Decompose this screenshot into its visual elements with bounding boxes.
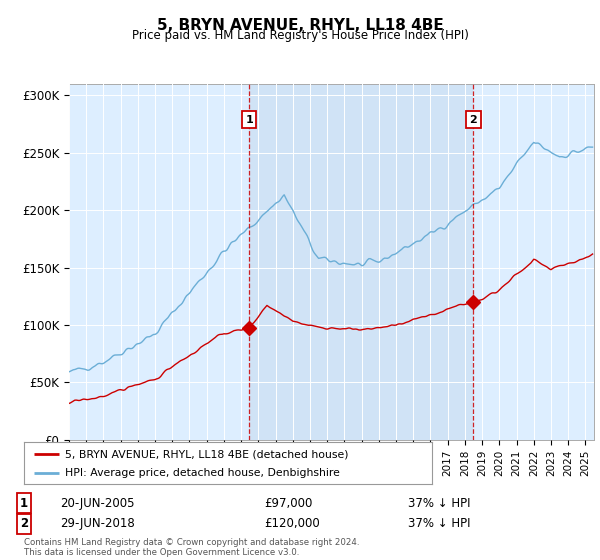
Text: 1: 1 bbox=[20, 497, 28, 510]
Text: £120,000: £120,000 bbox=[264, 517, 320, 530]
Text: Price paid vs. HM Land Registry's House Price Index (HPI): Price paid vs. HM Land Registry's House … bbox=[131, 29, 469, 42]
Text: 5, BRYN AVENUE, RHYL, LL18 4BE (detached house): 5, BRYN AVENUE, RHYL, LL18 4BE (detached… bbox=[65, 449, 348, 459]
Text: Contains HM Land Registry data © Crown copyright and database right 2024.
This d: Contains HM Land Registry data © Crown c… bbox=[24, 538, 359, 557]
Text: 2: 2 bbox=[469, 115, 477, 124]
Text: 2: 2 bbox=[20, 517, 28, 530]
Bar bbox=[249, 84, 473, 440]
Text: 37% ↓ HPI: 37% ↓ HPI bbox=[408, 517, 470, 530]
Text: 29-JUN-2018: 29-JUN-2018 bbox=[60, 517, 135, 530]
Text: 5, BRYN AVENUE, RHYL, LL18 4BE: 5, BRYN AVENUE, RHYL, LL18 4BE bbox=[157, 18, 443, 33]
Text: 20-JUN-2005: 20-JUN-2005 bbox=[60, 497, 134, 510]
Text: 1: 1 bbox=[245, 115, 253, 124]
Text: £97,000: £97,000 bbox=[264, 497, 313, 510]
Text: HPI: Average price, detached house, Denbighshire: HPI: Average price, detached house, Denb… bbox=[65, 469, 340, 478]
Text: 37% ↓ HPI: 37% ↓ HPI bbox=[408, 497, 470, 510]
